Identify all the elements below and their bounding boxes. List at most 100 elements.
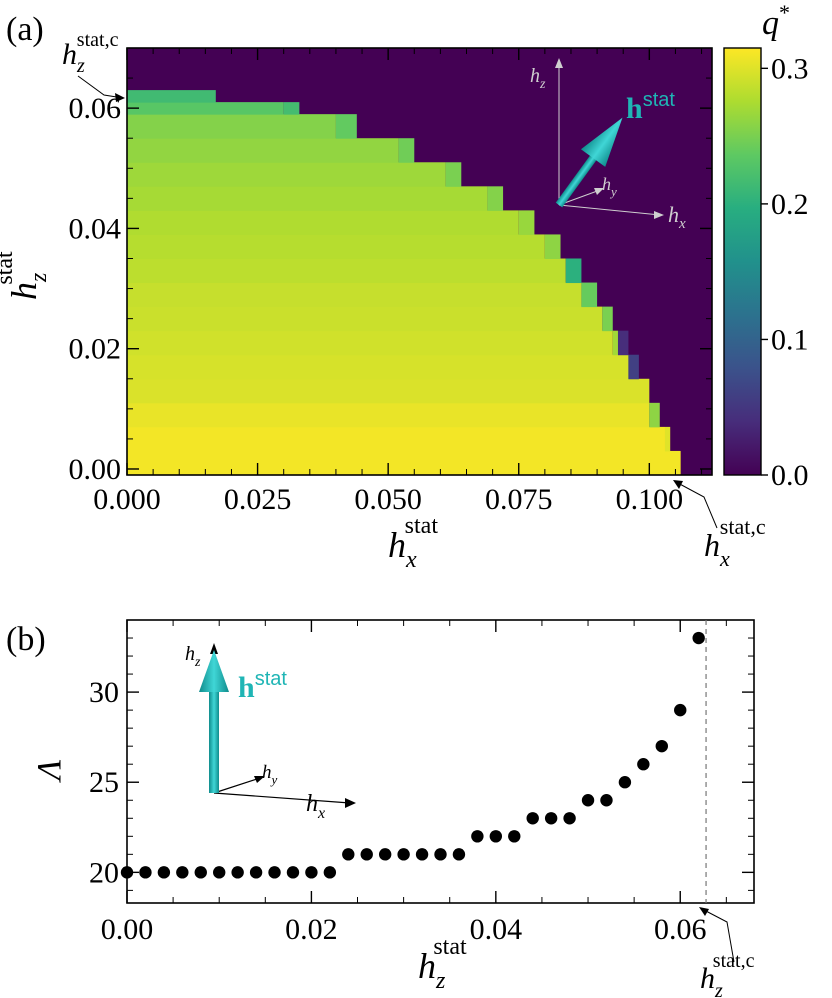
heatmap-cell-7-1 — [581, 282, 598, 308]
heatmap-cell-5-0 — [127, 330, 613, 356]
colorbar-ticks: 0.0 0.1 0.2 0.3 — [761, 52, 809, 492]
heatmap-xlabel: hxstat — [388, 513, 438, 573]
heatmap-cell-14-0 — [127, 114, 336, 139]
heatmap-xtick-label: 0.025 — [224, 483, 292, 516]
heatmap-cell-0-0 — [127, 450, 681, 476]
svg-text:hx: hx — [668, 202, 686, 232]
heatmap-cell-15-0 — [127, 102, 284, 115]
scatter-frame — [126, 619, 755, 904]
coordinate-inset-a: hz hy hx hstat — [530, 58, 686, 232]
scatter-xtick-label: 0.06 — [654, 913, 707, 946]
scatter-point-29 — [655, 739, 668, 753]
colorbar — [723, 47, 762, 476]
scatter-point-2 — [157, 866, 171, 879]
scatter-points — [120, 631, 705, 879]
scatter-point-16 — [415, 848, 429, 861]
heatmap-xtick-label: 0.075 — [485, 483, 553, 516]
heatmap-cell-2-0 — [127, 402, 650, 428]
scatter-point-20 — [489, 830, 503, 843]
heatmap-cell-2-1 — [649, 402, 660, 428]
heatmap-cell-13-0 — [127, 138, 399, 163]
heatmap-cell-1-1 — [664, 426, 671, 452]
heatmap-cell-1-0 — [127, 426, 665, 452]
scatter-point-26 — [600, 794, 613, 807]
svg-text:hz: hz — [185, 643, 201, 670]
scatter-point-12 — [342, 848, 355, 861]
heatmap-cell-12-0 — [127, 162, 446, 187]
heatmap-cell-11-0 — [127, 186, 488, 211]
svg-text:hzstat,c: hzstat,c — [62, 29, 119, 77]
heatmap-cell-10-1 — [518, 210, 535, 235]
heatmap-cell-12-1 — [445, 162, 462, 187]
heatmap-ytick-label: 0.04 — [69, 212, 122, 245]
heatmap-cell-9-1 — [544, 234, 561, 259]
scatter-point-10 — [305, 866, 318, 879]
scatter-point-30 — [674, 703, 687, 717]
heatmap-cell-3-0 — [127, 378, 650, 404]
heatmap-cell-14-1 — [335, 114, 357, 139]
heatmap-ylabel: hzstat — [0, 251, 52, 300]
heatmap-cell-8-0 — [127, 258, 566, 284]
heatmap-xtick-label: 0.100 — [616, 483, 684, 516]
heatmap-cell-9-0 — [127, 234, 545, 259]
scatter-point-11 — [323, 866, 337, 879]
heatmap-ticks: 0.000 0.025 0.050 0.075 0.100 0.00 0.02 0.04 0.0… — [69, 47, 712, 516]
heatmap-frame — [126, 47, 713, 476]
svg-text:hz: hz — [530, 65, 546, 92]
scatter-ytick-label: 20 — [89, 856, 119, 889]
scatter-point-7 — [249, 866, 263, 879]
scatter-point-5 — [213, 866, 226, 879]
svg-text:hx: hx — [306, 791, 325, 822]
heatmap-cell-16-0 — [127, 90, 216, 103]
heatmap-xtick-label: 0.000 — [93, 483, 161, 516]
scatter-xtick-label: 0.02 — [285, 913, 338, 946]
heatmap-cell-11-1 — [487, 186, 504, 211]
scatter-ylabel: Λ — [31, 759, 68, 783]
heatmap-cell-4-1 — [628, 354, 639, 380]
svg-text:hy: hy — [262, 762, 278, 787]
heatmap — [127, 48, 712, 476]
scatter-point-18 — [452, 848, 466, 861]
heatmap-ytick-label: 0.00 — [69, 453, 122, 486]
heatmap-cell-15-1 — [283, 102, 300, 115]
coordinate-inset-b: hz hy hx hstat — [185, 643, 356, 822]
svg-text:hy: hy — [602, 174, 617, 199]
hx-critical-annotation: hxstat,c — [673, 480, 766, 571]
scatter-point-4 — [194, 866, 207, 879]
heatmap-cell-7-0 — [127, 282, 582, 308]
scatter-point-3 — [176, 866, 189, 879]
colorbar-tick-label: 0.1 — [771, 323, 809, 356]
scatter-xlabel: hzstat — [418, 934, 467, 994]
heatmap-cell-6-0 — [127, 306, 603, 332]
heatmap-ytick-label: 0.02 — [69, 333, 122, 366]
scatter-point-17 — [434, 848, 447, 861]
scatter-point-22 — [526, 812, 539, 825]
scatter-point-31 — [692, 631, 705, 645]
scatter-ytick-label: 25 — [89, 766, 119, 799]
heatmap-cell-4-0 — [127, 354, 629, 380]
scatter-ytick-label: 30 — [89, 676, 119, 709]
colorbar-tick-label: 0.0 — [771, 459, 809, 492]
svg-text:hzstat,c: hzstat,c — [700, 950, 755, 998]
colorbar-tick-label: 0.2 — [771, 188, 809, 221]
scatter-point-28 — [637, 758, 650, 771]
panel-b-label: (b) — [6, 621, 46, 658]
colorbar-label: q* — [762, 0, 790, 42]
svg-text:hstat: hstat — [238, 668, 287, 704]
scatter-point-13 — [360, 848, 373, 861]
heatmap-cell-8-1 — [565, 258, 582, 284]
scatter-point-1 — [139, 866, 152, 879]
scatter-point-23 — [544, 812, 558, 825]
scatter-point-27 — [618, 776, 632, 789]
scatter-point-15 — [397, 848, 410, 861]
scatter-point-9 — [286, 866, 300, 879]
panel-a-label: (a) — [6, 11, 44, 48]
heatmap-cell-5-1 — [612, 330, 618, 356]
scatter-xtick-label: 0.04 — [470, 913, 523, 946]
heatmap-xtick-label: 0.050 — [354, 483, 422, 516]
scatter-xtick-label: 0.00 — [101, 913, 154, 946]
heatmap-cell-10-0 — [127, 210, 519, 235]
scatter-point-8 — [268, 866, 281, 879]
scatter-point-25 — [581, 794, 595, 807]
